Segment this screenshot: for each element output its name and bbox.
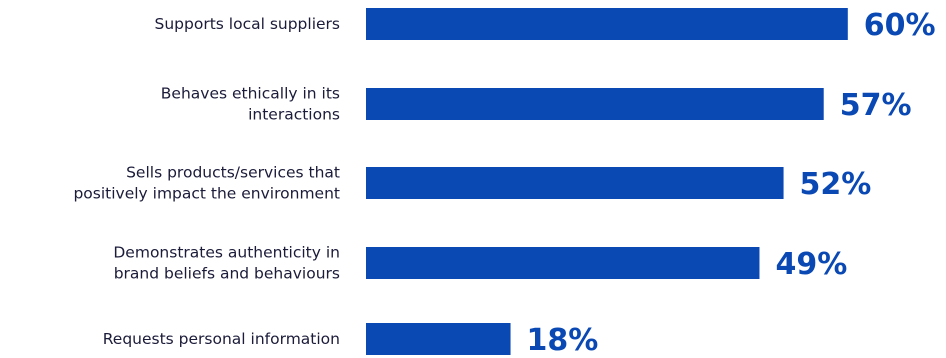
category-label: Demonstrates authenticity in	[113, 244, 340, 262]
bar	[366, 8, 848, 40]
value-label: 57%	[840, 88, 912, 123]
bars-group	[366, 8, 848, 355]
category-label: Sells products/services that	[126, 164, 340, 182]
category-label: Supports local suppliers	[155, 15, 341, 33]
value-label: 49%	[775, 247, 847, 282]
value-label: 52%	[800, 167, 872, 202]
bar	[366, 247, 760, 279]
category-label: Behaves ethically in its	[161, 85, 340, 103]
bar	[366, 88, 824, 120]
value-labels-group: 60% 57% 52% 49% 18%	[527, 8, 936, 358]
category-label: brand beliefs and behaviours	[114, 265, 340, 283]
category-label: interactions	[248, 106, 340, 124]
bar	[366, 323, 511, 355]
category-labels-group: Supports local suppliers Behaves ethicall…	[73, 15, 340, 348]
bar	[366, 167, 784, 199]
value-label: 18%	[527, 323, 599, 358]
value-label: 60%	[864, 8, 936, 43]
category-label: Requests personal information	[103, 330, 340, 348]
category-label: positively impact the environment	[73, 185, 340, 203]
